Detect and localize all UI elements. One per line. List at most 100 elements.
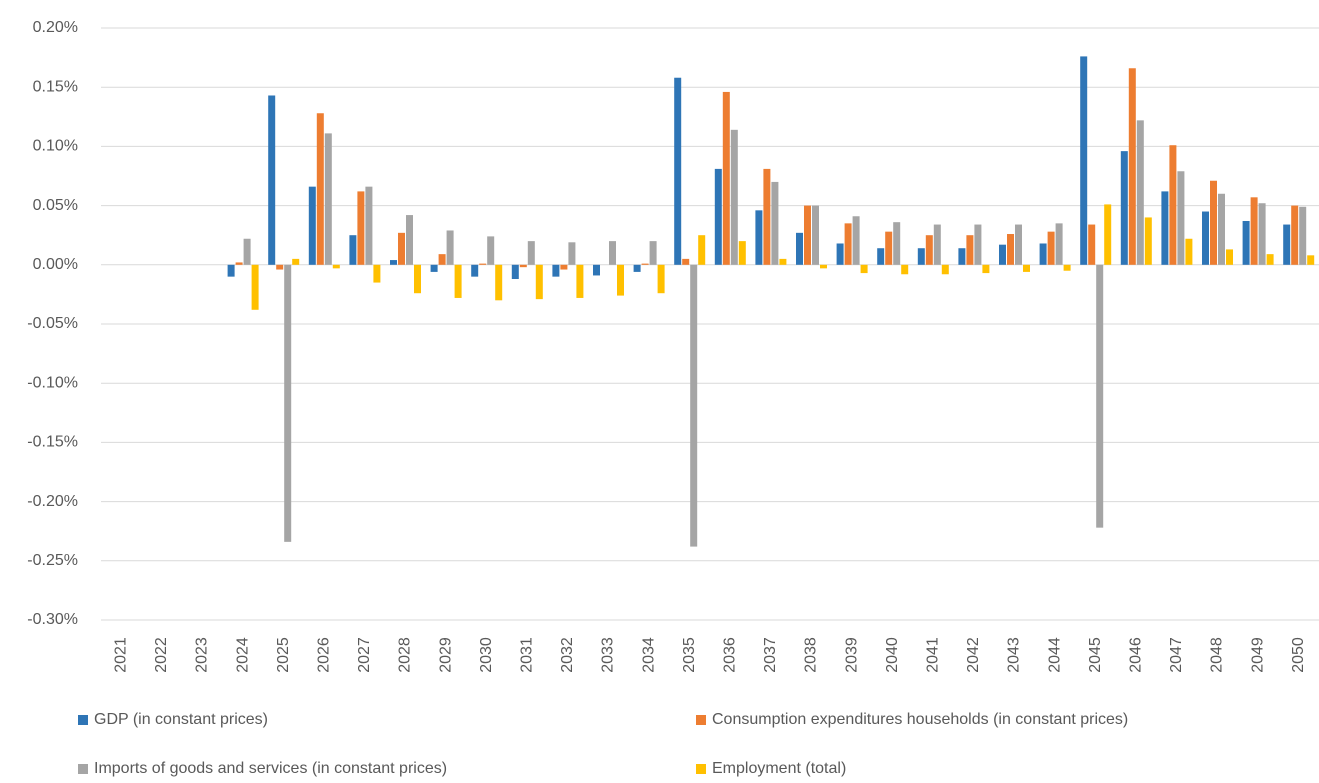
bar [657, 264, 665, 294]
x-tick-label: 2048 [1209, 637, 1226, 673]
bar [284, 264, 292, 542]
bar [690, 264, 698, 547]
bar [836, 243, 844, 265]
bar [414, 264, 421, 294]
bar [1161, 191, 1169, 265]
y-tick-label: 0.15% [33, 78, 78, 95]
bar [966, 235, 974, 265]
bar [714, 168, 722, 265]
bar [227, 264, 235, 277]
bar [1177, 171, 1185, 265]
x-tick-label: 2050 [1290, 637, 1307, 673]
bar [755, 210, 763, 265]
y-tick-label: 0.05% [33, 197, 78, 214]
legend-label: Employment (total) [712, 760, 846, 777]
x-tick-label: 2047 [1168, 637, 1185, 673]
bar [1096, 264, 1104, 528]
x-tick-label: 2041 [925, 637, 942, 673]
legend-swatch [78, 764, 88, 774]
y-tick-label: -0.10% [27, 374, 78, 391]
bar [1023, 264, 1030, 272]
bar [251, 264, 259, 310]
legend-label: GDP (in constant prices) [94, 711, 268, 728]
x-tick-label: 2040 [884, 637, 901, 673]
bar [357, 191, 365, 265]
y-tick-label: -0.05% [27, 315, 78, 332]
bar [674, 77, 682, 265]
bar [454, 264, 462, 298]
bar [398, 232, 405, 265]
bar [471, 264, 479, 277]
bar [877, 248, 885, 265]
x-tick-label: 2023 [194, 637, 211, 673]
bar [1144, 217, 1152, 265]
bar [779, 258, 787, 265]
x-tick-label: 2042 [965, 637, 982, 673]
bar [519, 264, 527, 268]
bar [1202, 211, 1209, 265]
x-tick-label: 2033 [600, 637, 617, 673]
x-tick-label: 2046 [1128, 637, 1145, 673]
bar [268, 95, 276, 265]
bar [738, 241, 746, 265]
y-tick-label: -0.15% [27, 434, 78, 451]
bar [933, 224, 941, 265]
bar [1283, 224, 1291, 265]
bar [1299, 206, 1307, 265]
bar [1104, 204, 1112, 265]
bar [893, 222, 901, 265]
bar [332, 264, 340, 269]
x-tick-label: 2039 [843, 637, 860, 673]
bar [1055, 223, 1063, 265]
bar [316, 113, 324, 265]
bar [535, 264, 543, 300]
bar [609, 241, 616, 265]
y-tick-label: 0.00% [33, 256, 78, 273]
bar [1063, 264, 1071, 271]
bar [860, 264, 868, 274]
bar [568, 242, 576, 265]
bar [487, 236, 495, 265]
bar [771, 181, 779, 265]
x-tick-label: 2024 [234, 637, 251, 673]
bar [730, 129, 738, 265]
x-tick-label: 2021 [113, 637, 130, 673]
y-tick-label: -0.20% [27, 493, 78, 510]
bar [1080, 56, 1088, 265]
bar [406, 215, 413, 265]
x-tick-label: 2030 [478, 637, 495, 673]
bar [958, 248, 966, 265]
x-tick-label: 2044 [1046, 637, 1063, 673]
bar [1120, 151, 1128, 265]
bar [495, 264, 503, 301]
legend-swatch [696, 764, 706, 774]
bar [1169, 145, 1177, 265]
bar [633, 264, 641, 272]
legend-label: Imports of goods and services (in consta… [94, 760, 447, 777]
bar [552, 264, 560, 277]
bar [1047, 231, 1055, 265]
bar [844, 223, 852, 265]
x-tick-label: 2036 [722, 637, 739, 673]
bar [593, 264, 600, 276]
bar [1218, 193, 1225, 265]
y-tick-label: -0.30% [27, 611, 78, 628]
bar [1185, 238, 1193, 265]
x-tick-label: 2049 [1249, 637, 1266, 673]
bar [820, 264, 827, 269]
bar [365, 186, 373, 265]
bar [446, 230, 454, 265]
bar [1210, 180, 1217, 265]
bar [649, 241, 657, 265]
x-tick-label: 2035 [681, 637, 698, 673]
legend-swatch [696, 715, 706, 725]
bar [1128, 68, 1136, 265]
x-tick-label: 2027 [356, 637, 373, 673]
bar [917, 248, 925, 265]
bar [682, 258, 690, 265]
bar [308, 186, 316, 265]
bar [1266, 254, 1274, 265]
bar [1039, 243, 1047, 265]
x-tick-label: 2029 [437, 637, 454, 673]
bar [390, 260, 397, 265]
